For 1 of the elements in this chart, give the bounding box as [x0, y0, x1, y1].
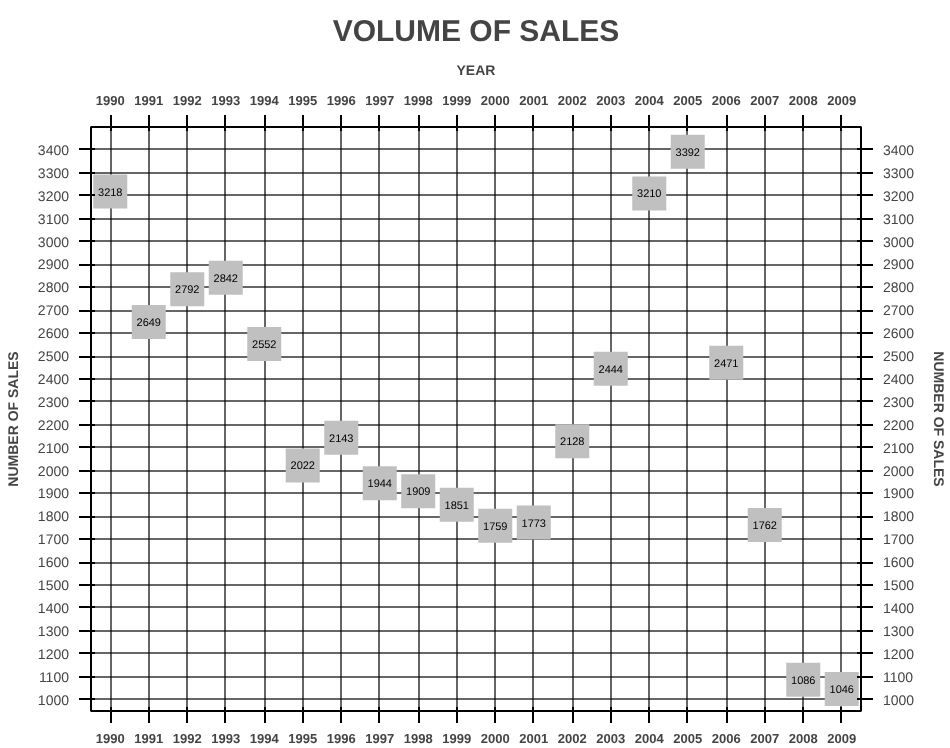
chart-title: VOLUME OF SALES: [332, 15, 620, 49]
